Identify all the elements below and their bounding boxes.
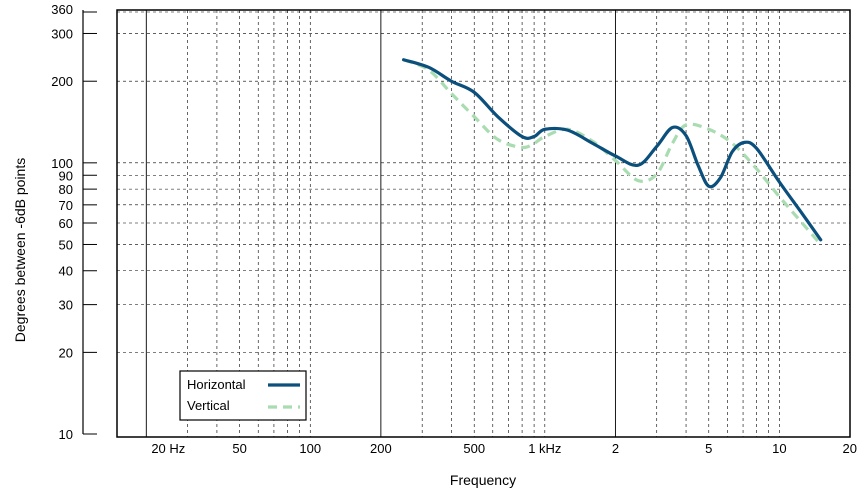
series-line-horizontal <box>402 58 823 242</box>
y-tick-label: 200 <box>51 74 73 89</box>
legend-label-vertical: Vertical <box>187 398 230 413</box>
y-tick-label: 90 <box>59 168 73 183</box>
minor-gridlines <box>117 10 850 437</box>
y-tick-label: 300 <box>51 26 73 41</box>
legend-label-horizontal: Horizontal <box>187 377 246 392</box>
y-tick-label: 40 <box>59 264 73 279</box>
x-tick-label: 100 <box>299 441 321 456</box>
plot-area-frame <box>116 9 851 438</box>
series-layer <box>402 58 823 246</box>
y-tick-label: 10 <box>59 427 73 442</box>
y-tick-label: 100 <box>51 156 73 171</box>
series-line-vertical <box>402 58 822 246</box>
x-tick-label: 50 <box>232 441 246 456</box>
x-tick-label: 1 kHz <box>528 441 561 456</box>
y-tick-label: 50 <box>59 237 73 252</box>
y-tick-label: 80 <box>59 182 73 197</box>
x-axis-label: Frequency <box>450 472 516 488</box>
x-tick-label: 5 <box>705 441 712 456</box>
legend-box <box>179 370 307 421</box>
x-tick-label: 20 Hz <box>151 441 185 456</box>
x-tick-label: 2 <box>612 441 619 456</box>
y-tick-label: 20 <box>59 345 73 360</box>
y-tick-label: 70 <box>59 198 73 213</box>
x-tick-label: 200 <box>370 441 392 456</box>
x-tick-label: 10 <box>772 441 786 456</box>
y-tick-label: 360 <box>51 2 73 17</box>
y-axis-label: Degrees between -6dB points <box>12 158 28 342</box>
y-tick-label: 60 <box>59 216 73 231</box>
y-tick-label: 30 <box>59 298 73 313</box>
x-tick-label: 500 <box>463 441 485 456</box>
legend: Horizontal Vertical <box>179 370 307 421</box>
x-axis-ticks: 20 Hz 50 100 200 500 1 kHz 2 5 10 20 <box>151 441 857 456</box>
x-tick-label: 20 <box>843 441 857 456</box>
